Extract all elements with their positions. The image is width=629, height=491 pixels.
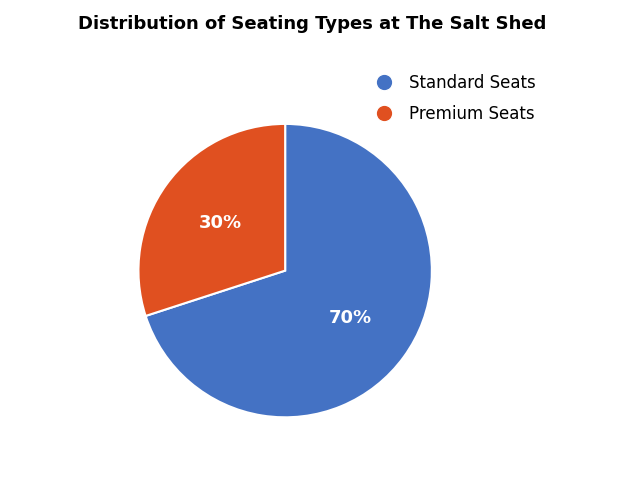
Legend: Standard Seats, Premium Seats: Standard Seats, Premium Seats — [361, 67, 543, 130]
Text: 30%: 30% — [198, 214, 242, 232]
Wedge shape — [146, 124, 432, 417]
Text: 70%: 70% — [329, 309, 372, 327]
Text: Distribution of Seating Types at The Salt Shed: Distribution of Seating Types at The Sal… — [78, 15, 546, 33]
Wedge shape — [138, 124, 285, 316]
